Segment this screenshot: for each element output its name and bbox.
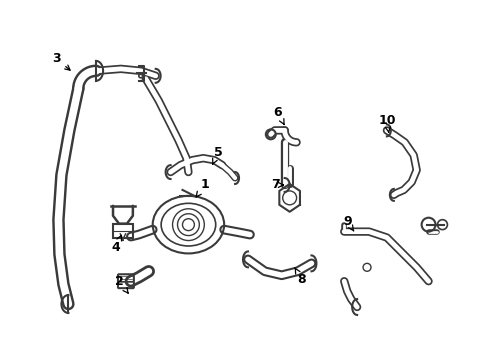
Bar xyxy=(113,224,133,238)
Text: 7: 7 xyxy=(271,179,283,192)
Text: 3: 3 xyxy=(52,53,70,70)
Text: 5: 5 xyxy=(212,146,222,164)
Text: 4: 4 xyxy=(111,235,122,254)
Text: 10: 10 xyxy=(377,114,395,132)
Text: 6: 6 xyxy=(273,106,284,125)
Text: 2: 2 xyxy=(114,275,128,293)
Text: 8: 8 xyxy=(294,267,305,286)
Text: 9: 9 xyxy=(342,215,353,231)
Text: 1: 1 xyxy=(196,179,209,197)
